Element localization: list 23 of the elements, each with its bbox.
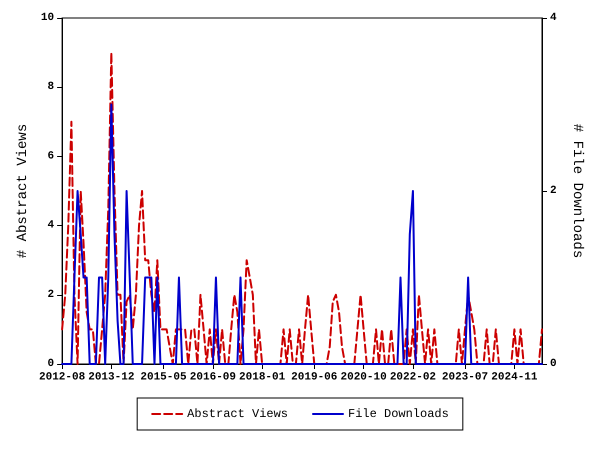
x-tick-label: 2022-02 [390,372,436,384]
y-tick-label: 4 [47,220,54,232]
x-tick-label: 2013-12 [88,372,134,384]
y-tick-label: 6 [47,150,54,162]
x-tick-label: 2020-10 [340,372,387,384]
x-tick-label: 2016-09 [190,372,236,384]
y2-tick-label: 4 [550,12,557,24]
y-tick-label: 8 [47,81,54,94]
y-tick-label: 0 [47,358,54,370]
x-tick-label: 2015-05 [140,372,187,384]
x-tick-label: 2023-07 [442,372,488,384]
legend-label: Abstract Views [187,407,288,421]
y2-tick-label: 0 [550,358,557,370]
y2-axis-title: # File Downloads [569,124,585,258]
legend-label: File Downloads [348,407,449,421]
y-tick-label: 2 [47,288,54,301]
y2-tick-label: 2 [550,185,557,197]
y-tick-label: 10 [40,12,54,24]
x-tick-label: 2012-08 [38,372,86,384]
x-tick-label: 2024-11 [491,372,538,384]
x-tick-label: 2019-06 [291,372,338,384]
y-axis-title: # Abstract Views [15,124,31,258]
x-tick-label: 2018-01 [239,372,286,384]
